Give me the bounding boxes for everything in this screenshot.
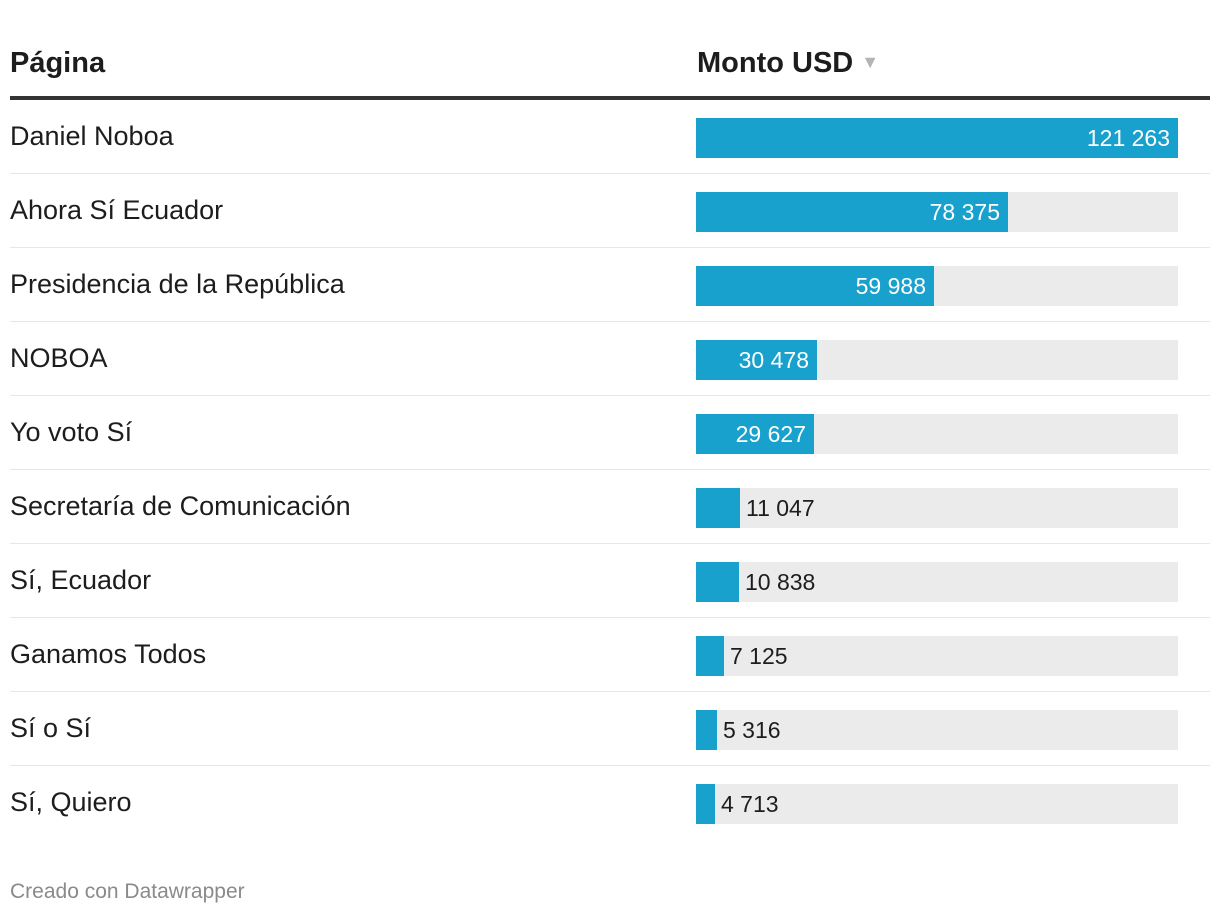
table-body: Daniel Noboa 121 263 Ahora Sí Ecuador 78 37…: [10, 100, 1210, 840]
table-row: Secretaría de Comunicación 11 047: [10, 470, 1210, 544]
bar: [696, 784, 715, 824]
table-row: Sí, Quiero 4 713: [10, 766, 1210, 840]
bar-value-label: 29 627: [735, 421, 806, 447]
table-row: Ganamos Todos 7 125: [10, 618, 1210, 692]
bar-value-label: 78 375: [929, 199, 1000, 225]
bar-track: 121 263: [696, 118, 1178, 158]
page-name: Secretaría de Comunicación: [10, 491, 351, 521]
bar: [696, 488, 740, 528]
page-name: Yo voto Sí: [10, 417, 133, 447]
page-name: Ahora Sí Ecuador: [10, 195, 224, 225]
page-name: Sí o Sí: [10, 713, 92, 743]
bar-track: 59 988: [696, 266, 1178, 306]
column-header-amount[interactable]: Monto USD ▼: [697, 44, 879, 83]
bar: [696, 562, 739, 602]
sort-descending-icon[interactable]: ▼: [861, 52, 880, 73]
bar: [696, 118, 1178, 158]
data-table: Página Monto USD ▼ Daniel Noboa 121 263 Aho…: [10, 0, 1210, 840]
bar-track: 29 627: [696, 414, 1178, 454]
column-header-page-label: Página: [10, 47, 106, 79]
table-row: Daniel Noboa 121 263: [10, 100, 1210, 174]
page-name: NOBOA: [10, 343, 108, 373]
column-header-page[interactable]: Página: [10, 44, 105, 82]
table-row: Sí o Sí 5 316: [10, 692, 1210, 766]
bar-track: 78 375: [696, 192, 1178, 232]
table-row: Yo voto Sí 29 627: [10, 396, 1210, 470]
bar-value-label: 10 838: [745, 569, 816, 595]
bar: [696, 266, 934, 306]
bar-value-label: 59 988: [855, 273, 926, 299]
bar-track: 10 838: [696, 562, 1178, 602]
bar-value-label: 4 713: [721, 791, 779, 817]
table-row: Ahora Sí Ecuador 78 375: [10, 174, 1210, 248]
column-header-amount-label: Monto USD: [697, 47, 854, 79]
bar-value-label: 11 047: [746, 495, 815, 521]
bar-value-label: 5 316: [723, 717, 781, 743]
footer-credit: Creado con Datawrapper: [10, 880, 245, 903]
bar: [696, 340, 817, 380]
bar-value-label: 30 478: [738, 347, 809, 373]
bar: [696, 636, 724, 676]
bar: [696, 710, 717, 750]
table-row: NOBOA 30 478: [10, 322, 1210, 396]
table-header: Página Monto USD ▼: [10, 0, 1210, 100]
page-name: Sí, Ecuador: [10, 565, 152, 595]
page-name: Sí, Quiero: [10, 787, 132, 817]
bar-track: 30 478: [696, 340, 1178, 380]
bar: [696, 192, 1008, 232]
table-row: Sí, Ecuador 10 838: [10, 544, 1210, 618]
page-name: Presidencia de la República: [10, 269, 345, 299]
bar-value-label: 7 125: [730, 643, 788, 669]
bar-track: 5 316: [696, 710, 1178, 750]
bar: [696, 414, 814, 454]
bar-track: 7 125: [696, 636, 1178, 676]
table-row: Presidencia de la República 59 988: [10, 248, 1210, 322]
page-name: Daniel Noboa: [10, 121, 174, 151]
bar-track: 11 047: [696, 488, 1178, 528]
bar-track: 4 713: [696, 784, 1178, 824]
bar-value-label: 121 263: [1086, 125, 1170, 151]
page-name: Ganamos Todos: [10, 639, 207, 669]
